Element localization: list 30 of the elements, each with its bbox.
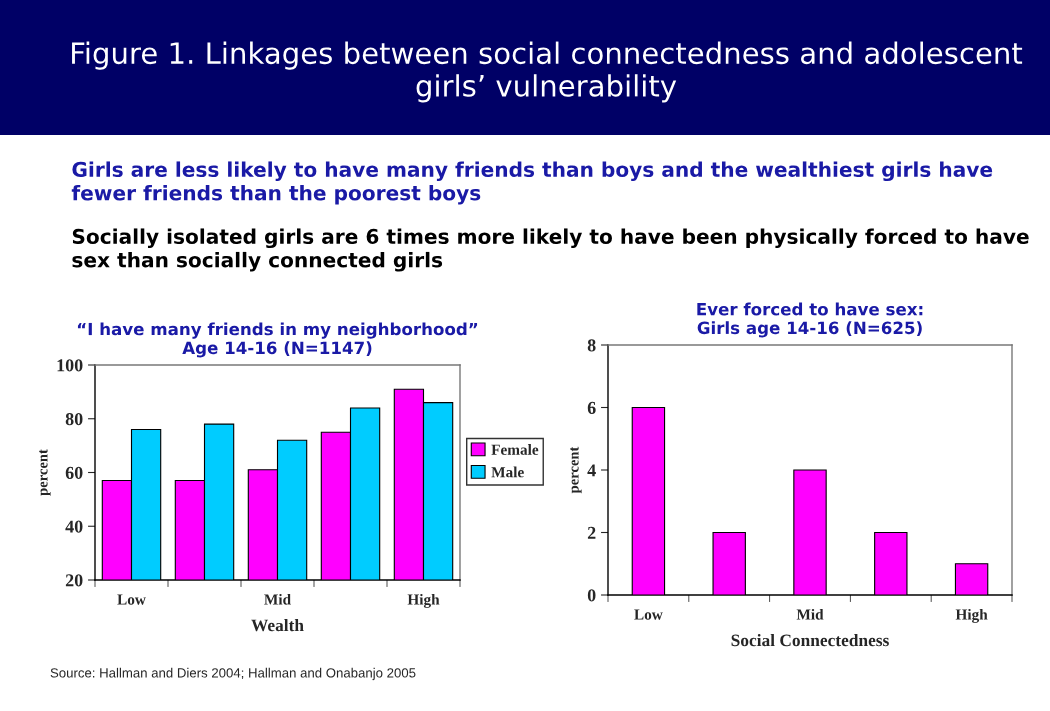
source-note: Source: Hallman and Diers 2004; Hallman and Onabanjo 2005 [50, 667, 416, 681]
text: Girls are less likely to have many friends than boys and the wealthiest girls have fewer friends than the poorest boys [71, 161, 993, 205]
y-tick-label: 0 [587, 589, 596, 602]
x-tick-label: Low [634, 609, 663, 620]
y-tick-label: 100 [57, 359, 83, 372]
y-tick-label: 80 [65, 413, 83, 426]
y-axis-title: percent [570, 446, 582, 494]
chart-subtitle: Girls age 14-16 (N=625) [697, 321, 922, 338]
x-tick-label: Low [117, 594, 146, 605]
chart-title: “I have many friends in my neighborhood” [77, 322, 478, 339]
chart-subtitle: Age 14-16 (N=1147) [182, 341, 372, 358]
x-tick-label: Mid [796, 608, 824, 620]
chart-title: Ever forced to have sex: [697, 302, 923, 316]
y-tick-label: 4 [587, 464, 596, 477]
y-tick-label: 20 [65, 574, 83, 587]
text: Socially isolated girls are 6 times more likely to have been physically forced to have sex than socially connected girls [72, 228, 1029, 272]
y-tick-label: 2 [587, 526, 596, 539]
y-tick-label: 6 [587, 401, 596, 414]
legend-label: Female [491, 444, 539, 455]
x-axis-title: Wealth [251, 618, 304, 632]
y-tick-label: 8 [587, 339, 596, 352]
x-tick-label: Mid [264, 593, 291, 605]
text: Figure 1. Linkages between social connectedness and adolescent girls’ vulnerability [72, 41, 1023, 103]
y-tick-label: 40 [65, 520, 83, 533]
x-tick-label: High [407, 593, 440, 608]
x-axis-title: Social Connectedness [731, 633, 889, 647]
y-tick-label: 60 [65, 466, 83, 479]
x-tick-label: High [955, 608, 988, 623]
legend-label: Male [491, 466, 524, 478]
y-axis-title: percent [39, 449, 51, 496]
